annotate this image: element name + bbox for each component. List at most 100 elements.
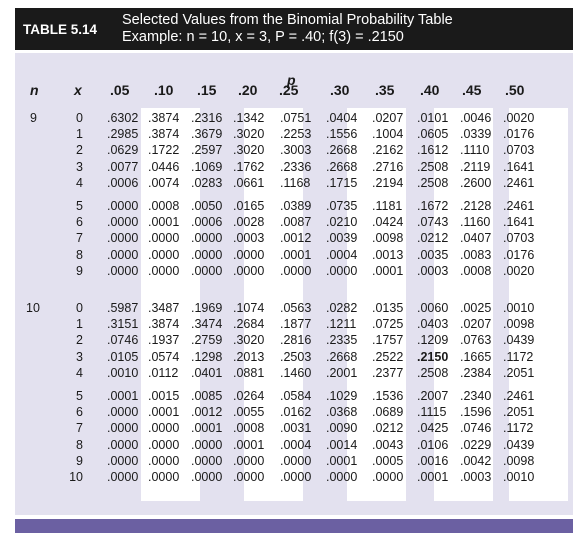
probability-cell: .0006 — [107, 175, 139, 190]
x-value: 2 — [76, 333, 83, 348]
probability-cell: .2461 — [503, 175, 535, 190]
probability-cell: .2253 — [280, 127, 312, 142]
probability-cell: .0283 — [191, 175, 223, 190]
probability-cell: .2007 — [417, 389, 449, 403]
probability-cell: .0000 — [148, 231, 180, 246]
probability-cell: .0574 — [148, 349, 180, 364]
probability-cell: .0004 — [280, 437, 312, 452]
probability-cell: .0212 — [372, 421, 404, 436]
probability-cell: .0001 — [107, 389, 139, 403]
probability-cell: .0035 — [417, 247, 449, 262]
probability-cell: .0743 — [417, 215, 449, 230]
table-header-bar: TABLE 5.14 Selected Values from the Bino… — [15, 8, 573, 50]
probability-cell: .0106 — [417, 437, 449, 452]
x-value: 8 — [76, 437, 83, 452]
probability-cell: .0000 — [233, 247, 265, 262]
probability-cell: .0212 — [417, 231, 449, 246]
probability-cell: .0000 — [107, 199, 139, 213]
probability-cell: .3679 — [191, 127, 223, 142]
probability-cell: .1172 — [503, 421, 534, 436]
p-column-header: .20 — [238, 82, 258, 98]
probability-cell: .0003 — [417, 263, 449, 278]
probability-cell: .1536 — [372, 389, 404, 403]
probability-cell: .0010 — [503, 470, 535, 484]
probability-cell: .0000 — [280, 263, 312, 278]
probability-cell: .1074 — [233, 301, 265, 315]
x-value: 4 — [76, 175, 83, 190]
probability-cell: .0087 — [280, 215, 312, 230]
probability-cell: .1877 — [280, 317, 312, 332]
table-caption: Selected Values from the Binomial Probab… — [122, 12, 453, 46]
probability-cell: .0000 — [191, 263, 223, 278]
p-column-header: .25 — [279, 82, 299, 98]
probability-cell: .1672 — [417, 199, 449, 213]
probability-cell: .1209 — [417, 333, 449, 348]
probability-cell: .2316 — [191, 111, 223, 125]
probability-cell: .0020 — [503, 111, 535, 125]
probability-cell: .0000 — [107, 215, 139, 230]
probability-cell: .1069 — [191, 159, 223, 174]
probability-cell: .0005 — [372, 453, 404, 468]
highlight-column-p40 — [434, 108, 493, 501]
x-value: 4 — [76, 365, 83, 380]
probability-cell: .0389 — [280, 199, 312, 213]
probability-cell: .0001 — [233, 437, 265, 452]
probability-cell: .0000 — [191, 437, 223, 452]
x-value: 10 — [69, 470, 83, 484]
probability-cell: .0013 — [372, 247, 404, 262]
p-column-header: .40 — [420, 82, 440, 98]
x-value: 1 — [76, 127, 83, 142]
probability-cell: .0425 — [417, 421, 449, 436]
probability-cell: .1298 — [191, 349, 223, 364]
probability-cell: .0176 — [503, 247, 535, 262]
probability-cell: .0135 — [372, 301, 404, 315]
probability-cell: .2162 — [372, 143, 404, 158]
highlight-column-p50 — [509, 108, 568, 501]
probability-cell: .0042 — [460, 453, 492, 468]
probability-cell: .0020 — [503, 263, 535, 278]
probability-cell: .0000 — [372, 470, 404, 484]
probability-cell: .0101 — [417, 111, 449, 125]
probability-cell: .0207 — [372, 111, 404, 125]
probability-cell: .0446 — [148, 159, 180, 174]
probability-cell: .0000 — [191, 470, 223, 484]
probability-cell: .0563 — [280, 301, 312, 315]
probability-cell: .0004 — [326, 247, 358, 262]
probability-cell: .1969 — [191, 301, 223, 315]
probability-cell: .0703 — [503, 143, 535, 158]
table-number-label: TABLE 5.14 — [23, 21, 98, 37]
probability-cell: .0003 — [460, 470, 492, 484]
probability-cell: .0000 — [148, 437, 180, 452]
probability-cell: .0008 — [148, 199, 180, 213]
probability-cell: .0105 — [107, 349, 139, 364]
probability-cell: .1004 — [372, 127, 404, 142]
probability-cell: .0085 — [191, 389, 223, 403]
probability-cell: .6302 — [107, 111, 139, 125]
probability-cell: .0000 — [148, 247, 180, 262]
probability-cell: .3020 — [233, 127, 265, 142]
x-column-header: x — [74, 82, 82, 98]
probability-cell: .0000 — [233, 263, 265, 278]
probability-cell: .0176 — [503, 127, 535, 142]
probability-cell: .1937 — [148, 333, 180, 348]
probability-cell: .0000 — [233, 453, 265, 468]
probability-cell: .0661 — [233, 175, 265, 190]
probability-cell: .1715 — [326, 175, 358, 190]
probability-cell: .2336 — [280, 159, 312, 174]
probability-cell: .0031 — [280, 421, 312, 436]
probability-cell: .2508 — [417, 365, 449, 380]
probability-cell: .0046 — [460, 111, 492, 125]
bottom-bar — [15, 519, 573, 533]
probability-cell: .2985 — [107, 127, 139, 142]
probability-cell: .0746 — [107, 333, 139, 348]
highlight-column-p30 — [347, 108, 406, 501]
x-value: 6 — [76, 215, 83, 230]
probability-cell: .0083 — [460, 247, 492, 262]
probability-cell: .2684 — [233, 317, 265, 332]
probability-cell: .2119 — [460, 159, 491, 174]
probability-cell: .3874 — [148, 127, 180, 142]
probability-cell: .0000 — [191, 247, 223, 262]
probability-cell: .0703 — [503, 231, 535, 246]
probability-cell: .0763 — [460, 333, 492, 348]
probability-cell: .2461 — [503, 389, 535, 403]
